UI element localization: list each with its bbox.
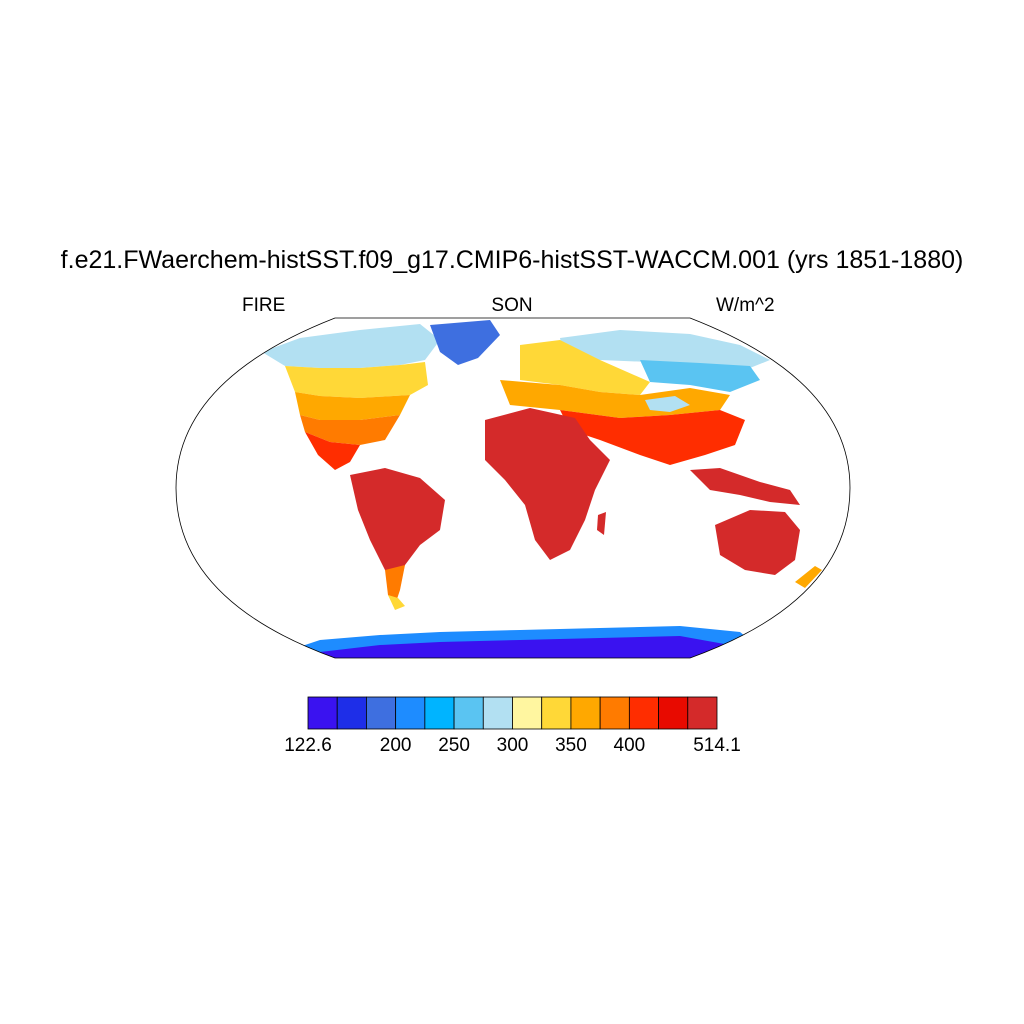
colorbar-box xyxy=(541,696,572,730)
colorbar-box xyxy=(395,696,426,730)
colorbar-box xyxy=(512,696,543,730)
colorbar-tick-label: 250 xyxy=(438,735,470,756)
figure-title: f.e21.FWaerchem-histSST.f09_g17.CMIP6-hi… xyxy=(60,246,964,274)
colorbar-box xyxy=(570,696,601,730)
colorbar-box xyxy=(599,696,630,730)
siberia xyxy=(640,360,760,392)
colorbar-box xyxy=(366,696,397,730)
greenland xyxy=(430,320,500,365)
north-america-midlat xyxy=(295,392,410,420)
colorbar-tick-label: 300 xyxy=(497,735,529,756)
central-america xyxy=(305,432,360,470)
globe-outline xyxy=(175,317,851,659)
europe-north xyxy=(520,340,650,395)
south-america xyxy=(350,468,445,585)
north-america-south xyxy=(300,415,400,445)
tibet xyxy=(645,396,690,412)
asia-south xyxy=(560,410,745,465)
colorbar-tick-label: 400 xyxy=(614,735,646,756)
variable-label: FIRE xyxy=(242,295,286,316)
colorbar-box xyxy=(687,696,718,730)
colorbar-tick-label: 200 xyxy=(380,735,412,756)
colorbar-box xyxy=(482,696,513,730)
colorbar-tick-label: 122.6 xyxy=(284,735,332,756)
colorbar-boxes xyxy=(307,696,718,730)
colorbar-tick-label: 514.1 xyxy=(693,735,741,756)
north-america-arctic xyxy=(262,324,440,368)
maritime-continent xyxy=(690,468,800,505)
eurasia-arctic xyxy=(560,330,770,368)
south-america-south xyxy=(385,565,405,605)
units-label: W/m^2 xyxy=(716,295,775,316)
colorbar-box xyxy=(453,696,484,730)
colorbar-tick-label: 350 xyxy=(555,735,587,756)
madagascar xyxy=(597,512,606,535)
season-label: SON xyxy=(491,295,533,316)
colorbar-box xyxy=(628,696,659,730)
colorbar-box xyxy=(658,696,689,730)
colorbar-box xyxy=(307,696,338,730)
patagonia xyxy=(388,595,405,610)
colorbar-box xyxy=(424,696,455,730)
new-zealand xyxy=(795,566,822,588)
north-america-boreal xyxy=(285,362,428,398)
africa xyxy=(485,408,610,560)
australia xyxy=(715,510,800,575)
colorbar-tick-labels: 122.6 200 250 300 350 400 514.1 xyxy=(284,735,741,756)
colorbar-box xyxy=(336,696,367,730)
